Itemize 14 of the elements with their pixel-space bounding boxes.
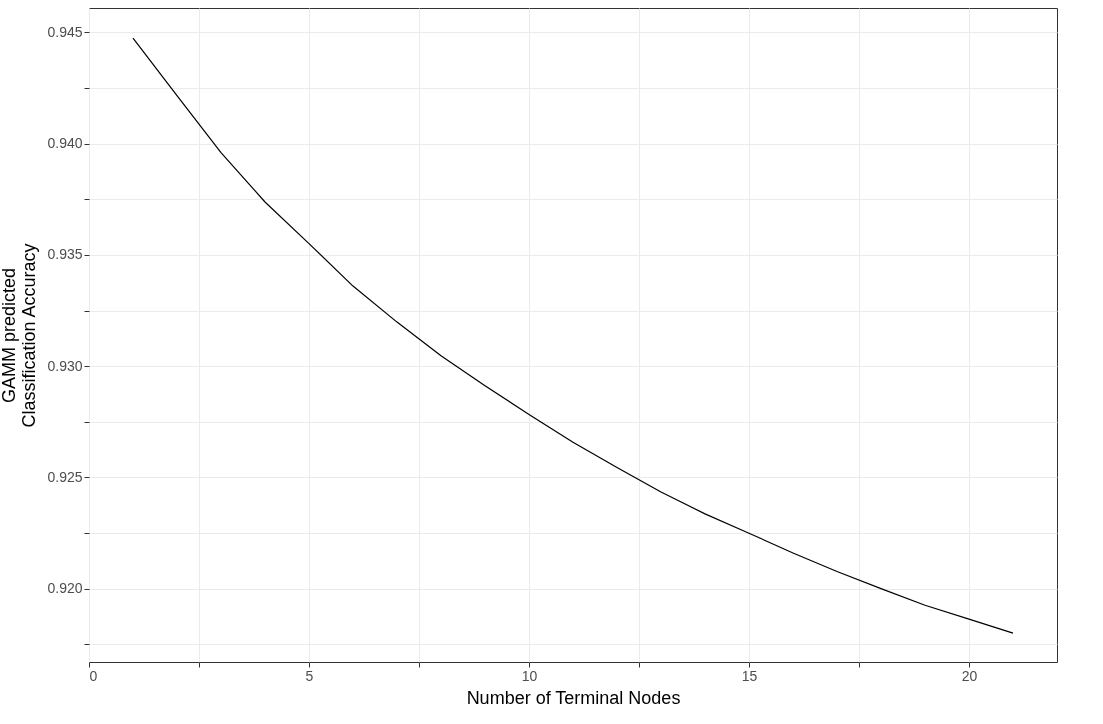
y-axis-title: GAMM predicted Classification Accuracy xyxy=(0,243,40,428)
x-tick-label: 0 xyxy=(89,667,98,684)
y-tick-label: 0.920 xyxy=(47,580,83,597)
y-tick-label: 0.945 xyxy=(47,23,83,40)
line-series xyxy=(132,37,1014,634)
y-tick-label: 0.925 xyxy=(47,468,83,485)
y-tick-label: 0.930 xyxy=(47,357,83,374)
x-tick-label: 15 xyxy=(741,667,758,684)
x-tick-label: 5 xyxy=(305,667,314,684)
x-tick-label: 20 xyxy=(961,667,978,684)
y-tick-label: 0.935 xyxy=(47,246,83,263)
y-tick-label: 0.940 xyxy=(47,135,83,152)
x-axis-title: Number of Terminal Nodes xyxy=(466,687,681,708)
x-tick-label: 10 xyxy=(521,667,538,684)
